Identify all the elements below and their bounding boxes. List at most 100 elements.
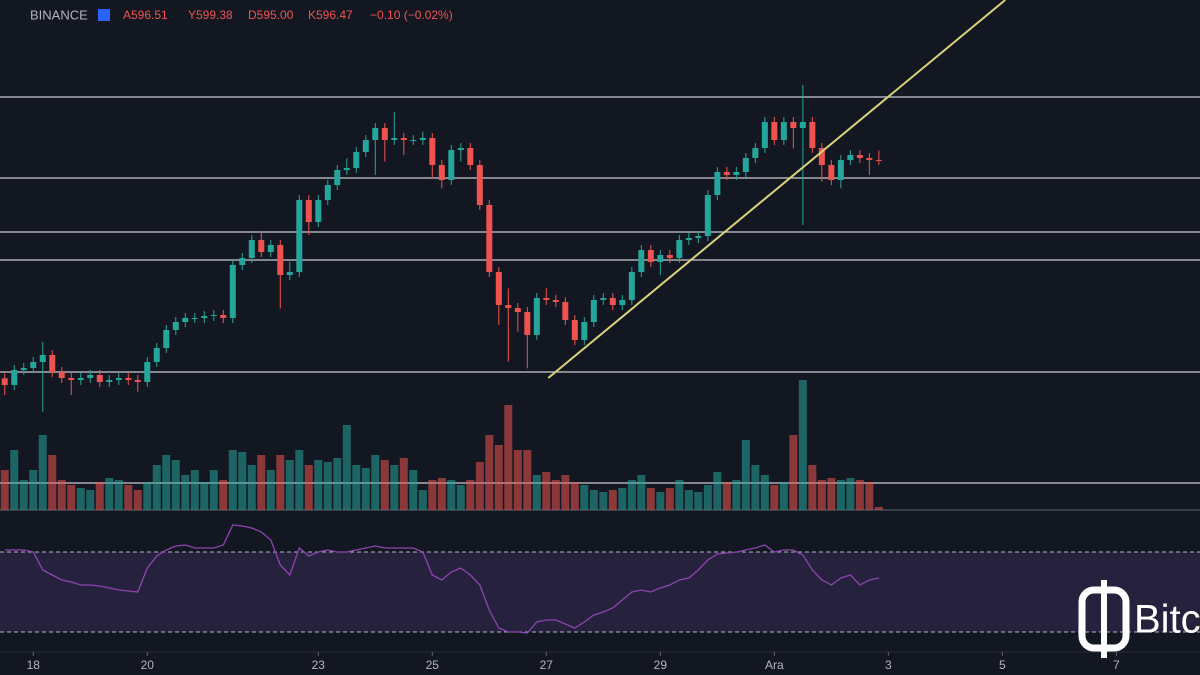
- candle-body: [30, 362, 37, 368]
- volume-bar: [637, 475, 646, 510]
- volume-bar: [152, 465, 161, 510]
- symbol-icon: [98, 9, 110, 21]
- x-tick-label: 3: [885, 658, 892, 672]
- ohlc-close: K596.47: [308, 8, 353, 22]
- candle-body: [818, 148, 825, 165]
- volume-bar: [836, 480, 845, 510]
- candle-body: [809, 122, 816, 148]
- x-tick-label: 18: [27, 658, 41, 672]
- candle-body: [676, 240, 683, 258]
- candle-body: [125, 378, 132, 380]
- volume-bar: [57, 480, 66, 510]
- volume-bar: [456, 485, 465, 510]
- candle-body: [87, 375, 94, 378]
- volume-bar: [779, 482, 788, 510]
- volume-bar: [247, 465, 256, 510]
- candle-body: [372, 128, 379, 140]
- candle-body: [286, 272, 293, 275]
- volume-bar: [447, 480, 456, 510]
- volume-bar: [361, 468, 370, 510]
- candle-body: [448, 150, 455, 180]
- volume-bar: [181, 475, 190, 510]
- volume-bar: [285, 460, 294, 510]
- candle-body: [343, 168, 350, 170]
- volume-bar: [580, 485, 589, 510]
- volume-bar: [409, 470, 418, 510]
- volume-bar: [399, 458, 408, 510]
- x-tick-label: 5: [999, 658, 1006, 672]
- volume-bar: [133, 490, 142, 510]
- candle-body: [552, 300, 559, 302]
- x-tick-label: Ara: [765, 658, 784, 672]
- volume-bar: [504, 405, 513, 510]
- volume-bar: [48, 455, 57, 510]
- volume-bar: [551, 480, 560, 510]
- volume-bar: [722, 482, 731, 510]
- volume-bar: [228, 450, 237, 510]
- rsi-line: [4, 524, 880, 634]
- volume-bar: [475, 462, 484, 510]
- x-tick-label: 29: [654, 658, 668, 672]
- candle-body: [191, 318, 198, 319]
- x-tick-label: 25: [426, 658, 440, 672]
- volume-bar: [0, 470, 9, 510]
- candle-body: [49, 355, 56, 372]
- volume-bar: [19, 480, 28, 510]
- candle-body: [115, 378, 122, 380]
- candle-body: [410, 140, 417, 141]
- candle-body: [476, 165, 483, 205]
- candle-body: [277, 245, 284, 275]
- candle-body: [467, 148, 474, 165]
- watermark: Bitc: [1078, 580, 1200, 658]
- candle-body: [828, 165, 835, 180]
- volume-bar: [342, 425, 351, 510]
- candle-body: [647, 250, 654, 262]
- volume-bar: [494, 445, 503, 510]
- volume-bar: [380, 460, 389, 510]
- volume-bar: [808, 465, 817, 510]
- candle-body: [856, 155, 863, 158]
- candle-body: [685, 238, 692, 240]
- volume-bar: [770, 485, 779, 510]
- volume-bar: [257, 455, 266, 510]
- volume-bar: [76, 488, 85, 510]
- candle-body: [220, 315, 227, 318]
- volume-bar: [418, 490, 427, 510]
- candle-body: [581, 322, 588, 340]
- candle-body: [106, 380, 113, 382]
- candle-body: [210, 315, 217, 316]
- candle-body: [267, 245, 274, 252]
- volume-bar: [513, 450, 522, 510]
- candle-body: [68, 378, 75, 380]
- volume-bar: [694, 492, 703, 510]
- candle-body: [20, 368, 27, 370]
- candle-body: [714, 172, 721, 195]
- volume-bar: [190, 470, 199, 510]
- candle-body: [11, 370, 18, 385]
- candle-body: [334, 170, 341, 185]
- candle-body: [1, 378, 8, 385]
- volume-bar: [760, 475, 769, 510]
- volume-bar: [665, 488, 674, 510]
- volume-bar: [323, 462, 332, 510]
- volume-bar: [314, 460, 323, 510]
- volume-bar: [428, 480, 437, 510]
- volume-bar: [10, 450, 19, 510]
- volume-bar: [589, 490, 598, 510]
- volume-bar: [38, 435, 47, 510]
- candle-body: [761, 122, 768, 148]
- volume-bar: [732, 480, 741, 510]
- ohlc-change: −0.10 (−0.02%): [370, 8, 453, 22]
- volume-bar: [390, 465, 399, 510]
- candle-body: [315, 200, 322, 222]
- candle-body: [771, 122, 778, 140]
- exchange-name: BINANCE: [30, 7, 88, 22]
- volume-bar: [171, 460, 180, 510]
- candle-body: [457, 148, 464, 150]
- volume-bar: [703, 485, 712, 510]
- candle-body: [305, 200, 312, 222]
- candle-body: [866, 158, 873, 160]
